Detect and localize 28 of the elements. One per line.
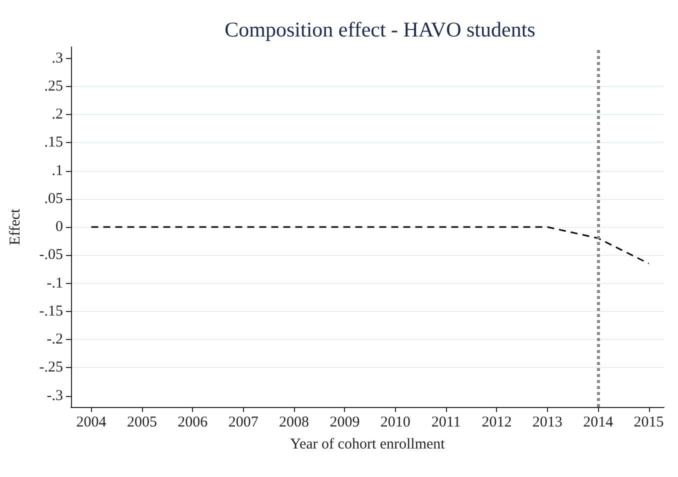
y-tick-label: .25 bbox=[44, 78, 63, 94]
y-axis-title: Effect bbox=[8, 208, 24, 246]
y-tick-label: .2 bbox=[52, 106, 63, 122]
y-tick-label: -.1 bbox=[46, 275, 63, 292]
y-tick-label: .05 bbox=[44, 190, 63, 207]
x-tick-label: 2010 bbox=[380, 414, 410, 430]
x-tick-label: 2005 bbox=[126, 414, 157, 430]
x-tick-label: 2007 bbox=[228, 414, 259, 430]
y-tick-label: .1 bbox=[52, 162, 63, 179]
y-tick-label: -.2 bbox=[46, 332, 63, 348]
y-tick-label: -.05 bbox=[39, 247, 63, 264]
y-tick-label: .3 bbox=[52, 50, 63, 66]
y-tick-label: -.15 bbox=[39, 303, 63, 320]
x-tick-label: 2004 bbox=[76, 414, 107, 430]
x-axis-title: Year of cohort enrollment bbox=[290, 436, 446, 452]
x-tick-label: 2008 bbox=[279, 414, 310, 430]
x-tick-label: 2012 bbox=[482, 414, 512, 430]
y-tick-label: -.25 bbox=[39, 360, 63, 376]
x-tick-label: 2011 bbox=[431, 414, 461, 430]
x-tick-label: 2006 bbox=[178, 414, 208, 430]
chart-title: Composition effect - HAVO students bbox=[224, 18, 536, 42]
y-tick-label: -.3 bbox=[46, 388, 63, 404]
x-tick-label: 2009 bbox=[330, 414, 360, 430]
y-tick-label: 0 bbox=[56, 219, 63, 235]
x-tick-label: 2014 bbox=[583, 414, 614, 430]
y-tick-label: .15 bbox=[44, 134, 63, 151]
x-tick-label: 2013 bbox=[532, 414, 562, 430]
x-tick-label: 2015 bbox=[634, 414, 664, 430]
